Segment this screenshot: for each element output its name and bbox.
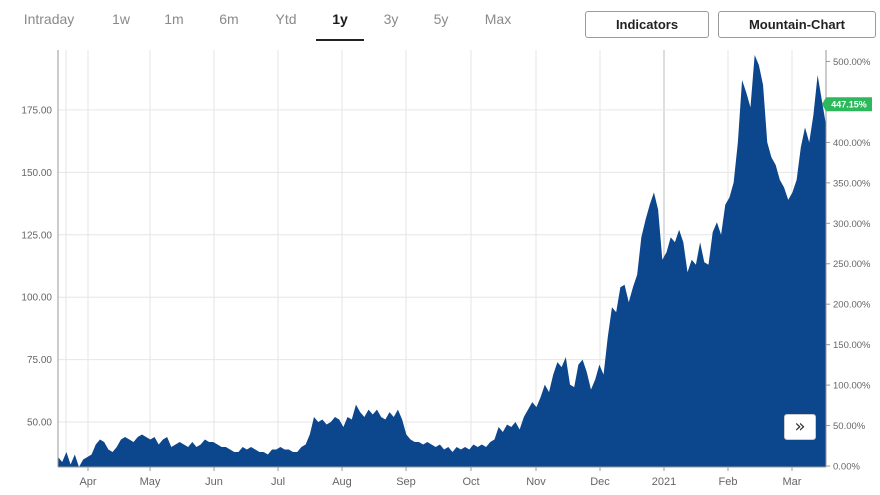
y2-tick-label: 50.00% xyxy=(833,421,866,432)
double-chevron-right-icon: » xyxy=(794,416,806,437)
x-tick-label: Feb xyxy=(719,476,738,488)
y-tick-label: 50.00 xyxy=(27,418,52,429)
y-tick-label: 175.00 xyxy=(21,105,52,116)
x-tick-label: Aug xyxy=(332,476,352,488)
x-tick-label: Mar xyxy=(783,476,802,488)
y2-tick-label: 100.00% xyxy=(833,381,871,392)
y2-tick-label: 0.00% xyxy=(833,462,860,473)
y2-tick-label: 500.00% xyxy=(833,57,871,68)
active-tab-underline xyxy=(316,39,364,41)
tab-max[interactable]: Max xyxy=(484,11,512,27)
x-tick-label: Dec xyxy=(590,476,610,488)
chart-axes: 50.00 75.00 100.00 125.00 150.00 175.00 Apr May… xyxy=(21,50,871,488)
tab-1m[interactable]: 1m xyxy=(164,11,184,27)
x-tick-label: Jun xyxy=(205,476,223,488)
x-tick-label: Nov xyxy=(526,476,546,488)
tab-ytd[interactable]: Ytd xyxy=(275,11,297,27)
tab-1w[interactable]: 1w xyxy=(112,11,130,27)
y2-tick-label: 200.00% xyxy=(833,300,871,311)
current-value-badge: 447.15% xyxy=(822,97,872,112)
chart-type-button[interactable]: Mountain-Chart xyxy=(718,11,876,38)
tab-6m[interactable]: 6m xyxy=(219,11,239,27)
badge-shape xyxy=(822,97,872,112)
price-area-series xyxy=(58,54,826,468)
tab-3y[interactable]: 3y xyxy=(383,11,399,27)
expand-button[interactable]: » xyxy=(784,414,816,440)
y2-tick-label: 150.00% xyxy=(833,340,871,351)
y-tick-label: 125.00 xyxy=(21,230,52,241)
y2-tick-label: 250.00% xyxy=(833,259,871,270)
y-tick-label: 150.00 xyxy=(21,168,52,179)
y2-tick-label: 300.00% xyxy=(833,219,871,230)
x-tick-label: May xyxy=(140,476,161,488)
x-tick-label: Apr xyxy=(79,476,96,488)
y2-tick-label: 400.00% xyxy=(833,138,871,149)
indicators-button[interactable]: Indicators xyxy=(585,11,709,38)
tab-1y[interactable]: 1y xyxy=(332,11,348,27)
y-tick-label: 100.00 xyxy=(21,293,52,304)
x-tick-label: Sep xyxy=(396,476,416,488)
x-tick-label: 2021 xyxy=(652,476,676,488)
badge-label: 447.15% xyxy=(831,99,867,109)
x-tick-label: Jul xyxy=(271,476,285,488)
tab-5y[interactable]: 5y xyxy=(433,11,449,27)
y-tick-label: 75.00 xyxy=(27,355,52,366)
y2-tick-label: 350.00% xyxy=(833,178,871,189)
x-tick-label: Oct xyxy=(462,476,479,488)
tab-intraday[interactable]: Intraday xyxy=(23,11,75,27)
range-toolbar: Intraday 1w 1m 6m Ytd 1y 3y 5y Max Indic… xyxy=(0,0,880,44)
